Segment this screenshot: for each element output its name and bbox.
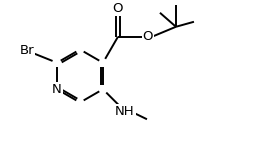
Text: Br: Br [20, 44, 34, 57]
Text: O: O [113, 2, 123, 15]
Text: O: O [143, 30, 153, 43]
Text: N: N [52, 83, 62, 96]
Text: NH: NH [115, 105, 135, 118]
